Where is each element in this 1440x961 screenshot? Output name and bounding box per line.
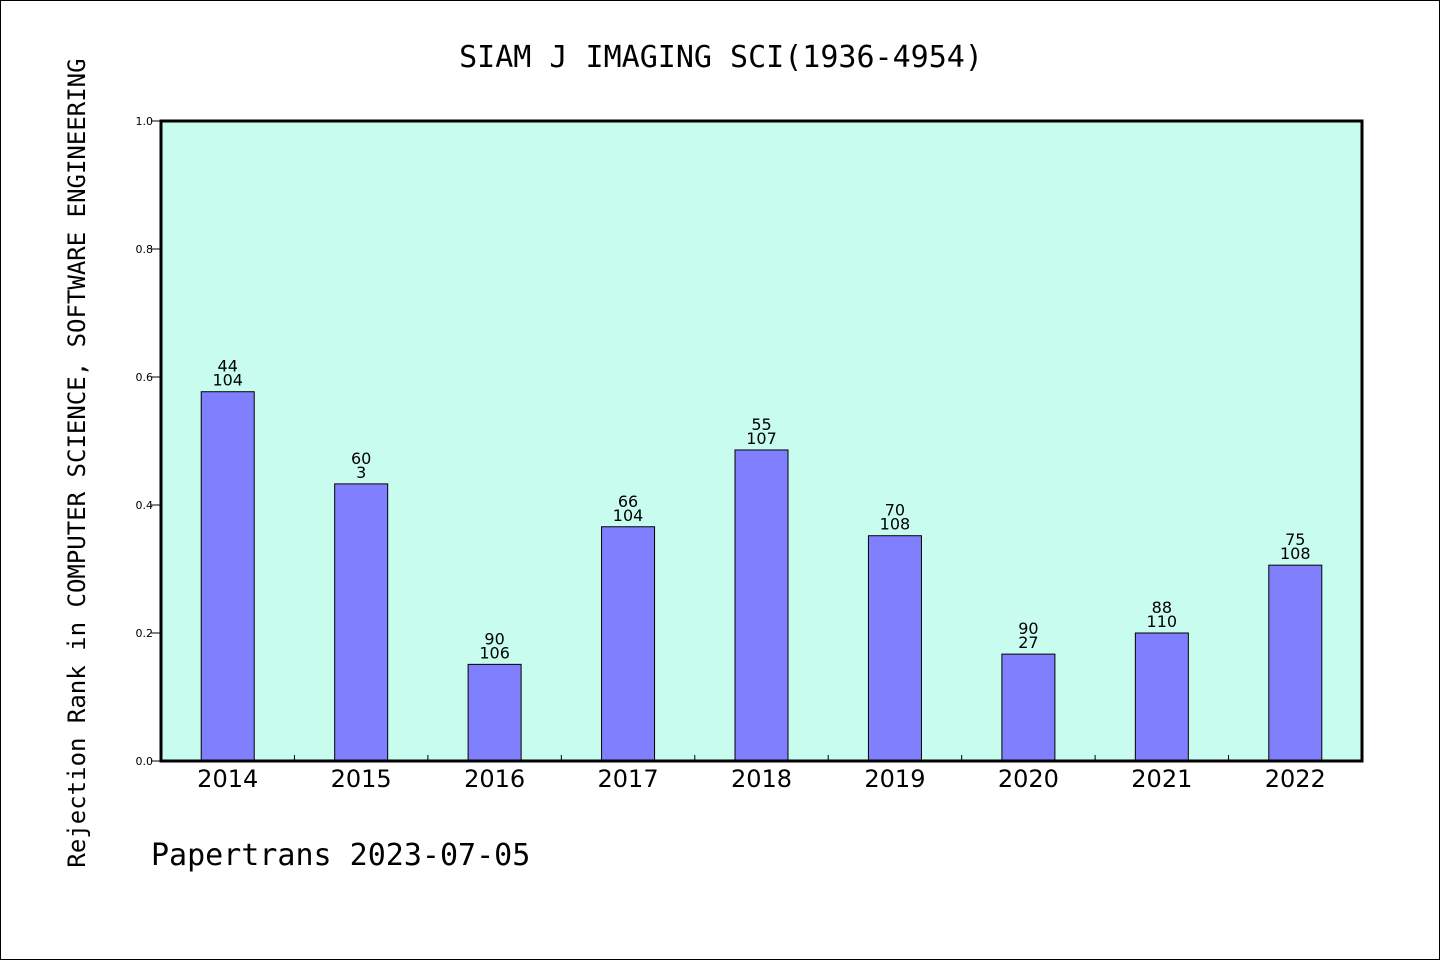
x-tick-label: 2020 xyxy=(998,765,1059,793)
x-tick-label: 2019 xyxy=(864,765,925,793)
bar-2015 xyxy=(334,483,389,762)
bar-label-top: 90 xyxy=(484,629,504,648)
bar-label-top: 66 xyxy=(618,492,638,511)
bar-label-bottom: 104 xyxy=(613,506,644,525)
bar-label-bottom: 3 xyxy=(356,463,366,482)
bar-label-top: 44 xyxy=(218,357,238,376)
bar-label-bottom: 104 xyxy=(212,371,243,390)
bar-2018 xyxy=(734,449,789,762)
bar-label-bottom: 107 xyxy=(746,429,777,448)
x-tick-label: 2014 xyxy=(197,765,258,793)
bar-label-top: 90 xyxy=(1018,619,1038,638)
bar-label-top: 60 xyxy=(351,449,371,468)
bar-label-top: 70 xyxy=(885,501,905,520)
bar-label-bottom: 108 xyxy=(1280,544,1311,563)
x-tick-label: 2021 xyxy=(1131,765,1192,793)
y-tick-label: 1.0 xyxy=(136,115,154,128)
bar-label-bottom: 110 xyxy=(1147,612,1178,631)
y-tick-label: 0.0 xyxy=(136,755,154,768)
bar-label-bottom: 27 xyxy=(1018,633,1038,652)
x-tick-label: 2022 xyxy=(1265,765,1326,793)
x-tick-label: 2017 xyxy=(598,765,659,793)
bar-2014 xyxy=(200,391,255,762)
bar-label-top: 88 xyxy=(1152,598,1172,617)
bar-2020 xyxy=(1001,653,1056,762)
bar-2017 xyxy=(601,526,656,762)
bar-label-bottom: 108 xyxy=(880,515,911,534)
ticks-layer: 0.0 0.2 0.4 0.6 0.8 1.0 2014 2015 2016 2017 2018 20… xyxy=(136,115,1326,793)
x-tick-label: 2016 xyxy=(464,765,525,793)
x-tick-label: 2015 xyxy=(331,765,392,793)
bar-2022 xyxy=(1268,564,1323,762)
bar-label-top: 75 xyxy=(1285,530,1305,549)
y-tick-label: 0.8 xyxy=(136,243,154,256)
y-tick-label: 0.6 xyxy=(136,371,154,384)
bar-2016 xyxy=(467,663,522,762)
bar-2019 xyxy=(867,535,922,762)
y-tick-label: 0.2 xyxy=(136,627,154,640)
bar-label-bottom: 106 xyxy=(479,643,510,662)
bar-2021 xyxy=(1134,632,1189,762)
plot-frame xyxy=(159,119,1364,763)
bars-layer: 4410460390106661045510770108902788110751… xyxy=(200,357,1323,762)
bar-label-top: 55 xyxy=(751,415,771,434)
chart-title: SIAM J IMAGING SCI(1936-4954) xyxy=(459,40,983,75)
footer-note: Papertrans 2023-07-05 xyxy=(151,838,530,873)
x-tick-label: 2018 xyxy=(731,765,792,793)
y-axis-label: Rejection Rank in COMPUTER SCIENCE, SOFT… xyxy=(63,58,91,867)
y-tick-label: 0.4 xyxy=(136,499,154,512)
